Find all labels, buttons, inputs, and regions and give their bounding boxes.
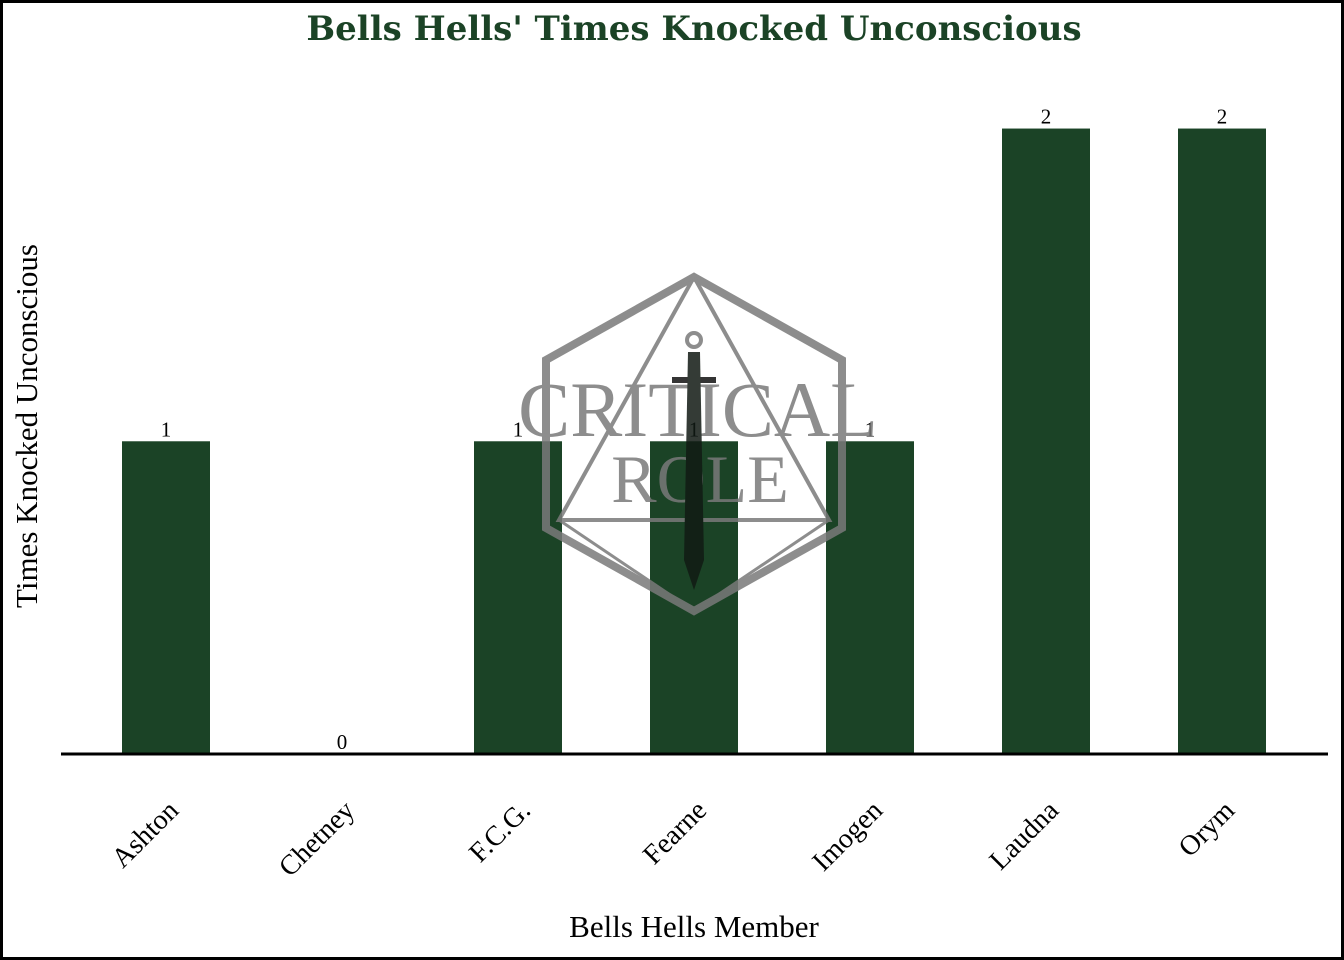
- y-axis-label: Times Knocked Unconscious: [9, 244, 44, 608]
- x-tick-label: Imogen: [807, 795, 889, 877]
- x-tick-label: Fearne: [637, 795, 713, 871]
- data-label: 1: [513, 417, 524, 441]
- data-label: 0: [337, 730, 348, 754]
- x-tick-label: Chetney: [273, 795, 361, 883]
- chart-title: Bells Hells' Times Knocked Unconscious: [306, 9, 1081, 49]
- x-tick-labels: Ashton Chetney F.C.G. Fearne Imogen Laudna Ory…: [106, 795, 1241, 883]
- x-tick-label: Orym: [1173, 795, 1241, 863]
- data-label: 2: [1041, 105, 1052, 129]
- bar-orym: [1178, 128, 1266, 754]
- bar-laudna: [1002, 128, 1090, 754]
- critical-role-watermark: CRITICAL ROLE: [518, 272, 878, 616]
- data-label: 1: [161, 417, 172, 441]
- x-tick-label: Laudna: [984, 795, 1066, 877]
- x-tick-label: F.C.G.: [463, 795, 537, 869]
- x-axis-label: Bells Hells Member: [569, 909, 819, 944]
- sword-icon: [672, 331, 716, 590]
- bar-ashton: [122, 441, 210, 754]
- data-label: 2: [1217, 105, 1228, 129]
- data-label: 1: [865, 417, 876, 441]
- x-tick-label: Ashton: [106, 795, 185, 874]
